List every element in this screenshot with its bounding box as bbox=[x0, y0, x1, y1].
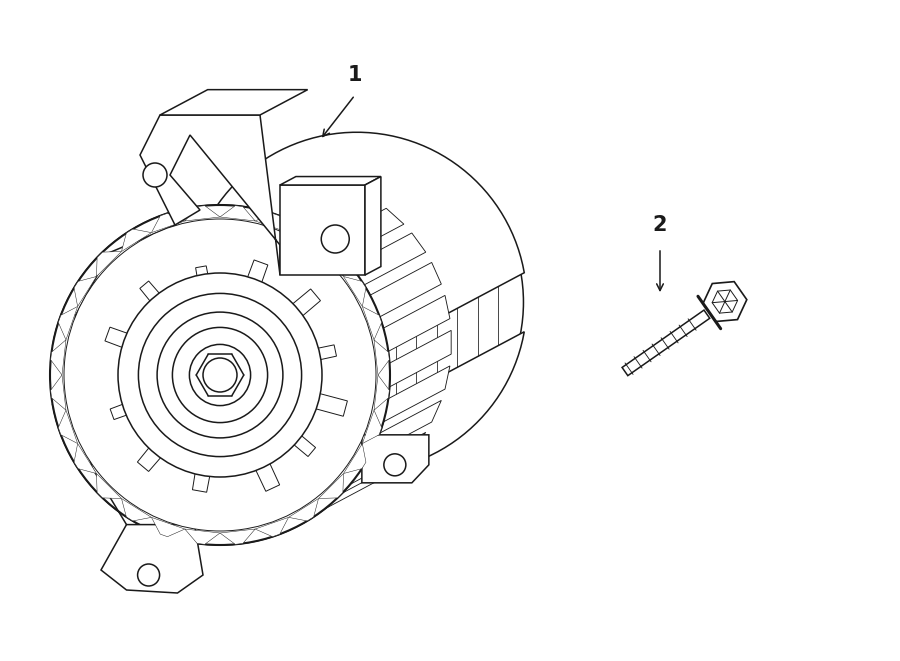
Circle shape bbox=[384, 454, 406, 476]
Polygon shape bbox=[703, 282, 747, 321]
Polygon shape bbox=[96, 473, 122, 498]
Polygon shape bbox=[350, 233, 426, 285]
Polygon shape bbox=[390, 330, 451, 387]
Polygon shape bbox=[280, 176, 381, 185]
Polygon shape bbox=[58, 410, 77, 444]
Polygon shape bbox=[363, 307, 382, 340]
Polygon shape bbox=[122, 229, 151, 251]
Polygon shape bbox=[622, 310, 710, 375]
Polygon shape bbox=[319, 473, 344, 498]
Polygon shape bbox=[325, 460, 404, 509]
Polygon shape bbox=[319, 251, 344, 276]
Polygon shape bbox=[151, 518, 184, 537]
Circle shape bbox=[139, 293, 302, 457]
Polygon shape bbox=[289, 498, 319, 521]
Polygon shape bbox=[281, 425, 316, 457]
Circle shape bbox=[203, 358, 237, 392]
Polygon shape bbox=[374, 375, 390, 410]
Polygon shape bbox=[304, 391, 347, 416]
Polygon shape bbox=[383, 295, 450, 352]
Polygon shape bbox=[243, 260, 268, 295]
Polygon shape bbox=[284, 289, 320, 323]
Polygon shape bbox=[50, 340, 66, 375]
Circle shape bbox=[321, 225, 349, 253]
Polygon shape bbox=[74, 444, 96, 473]
Circle shape bbox=[189, 344, 250, 406]
Polygon shape bbox=[52, 332, 525, 545]
Polygon shape bbox=[138, 439, 168, 471]
Text: 1: 1 bbox=[347, 65, 362, 85]
Polygon shape bbox=[251, 453, 280, 491]
Polygon shape bbox=[280, 185, 365, 275]
Circle shape bbox=[50, 205, 390, 545]
Polygon shape bbox=[370, 262, 441, 317]
Polygon shape bbox=[363, 410, 382, 444]
Polygon shape bbox=[58, 307, 77, 340]
Circle shape bbox=[138, 564, 159, 586]
Polygon shape bbox=[151, 214, 184, 233]
Polygon shape bbox=[74, 276, 96, 307]
Circle shape bbox=[158, 312, 283, 438]
Polygon shape bbox=[344, 276, 366, 307]
Circle shape bbox=[64, 219, 376, 531]
Polygon shape bbox=[325, 208, 404, 257]
Polygon shape bbox=[344, 444, 366, 473]
Polygon shape bbox=[184, 529, 220, 544]
Circle shape bbox=[190, 136, 524, 469]
Polygon shape bbox=[122, 498, 151, 521]
Polygon shape bbox=[383, 366, 450, 422]
Polygon shape bbox=[362, 435, 429, 483]
Polygon shape bbox=[256, 214, 289, 233]
Polygon shape bbox=[140, 115, 280, 275]
Polygon shape bbox=[302, 345, 337, 363]
Polygon shape bbox=[354, 317, 373, 347]
Polygon shape bbox=[289, 229, 319, 251]
Polygon shape bbox=[370, 401, 441, 455]
Polygon shape bbox=[184, 206, 220, 221]
Polygon shape bbox=[220, 529, 256, 544]
Polygon shape bbox=[160, 90, 308, 115]
Text: 2: 2 bbox=[652, 215, 667, 235]
Polygon shape bbox=[256, 518, 289, 537]
Polygon shape bbox=[50, 375, 66, 410]
Polygon shape bbox=[712, 290, 738, 313]
Circle shape bbox=[143, 163, 167, 187]
Polygon shape bbox=[374, 340, 390, 375]
Circle shape bbox=[118, 273, 322, 477]
Polygon shape bbox=[140, 281, 167, 310]
Polygon shape bbox=[52, 132, 525, 346]
Polygon shape bbox=[110, 399, 142, 420]
Polygon shape bbox=[101, 525, 203, 593]
Polygon shape bbox=[96, 251, 122, 276]
Polygon shape bbox=[193, 460, 212, 492]
Polygon shape bbox=[365, 176, 381, 275]
Polygon shape bbox=[350, 432, 426, 485]
Polygon shape bbox=[105, 327, 140, 352]
Circle shape bbox=[173, 327, 267, 422]
Polygon shape bbox=[220, 206, 256, 221]
Polygon shape bbox=[195, 266, 212, 295]
